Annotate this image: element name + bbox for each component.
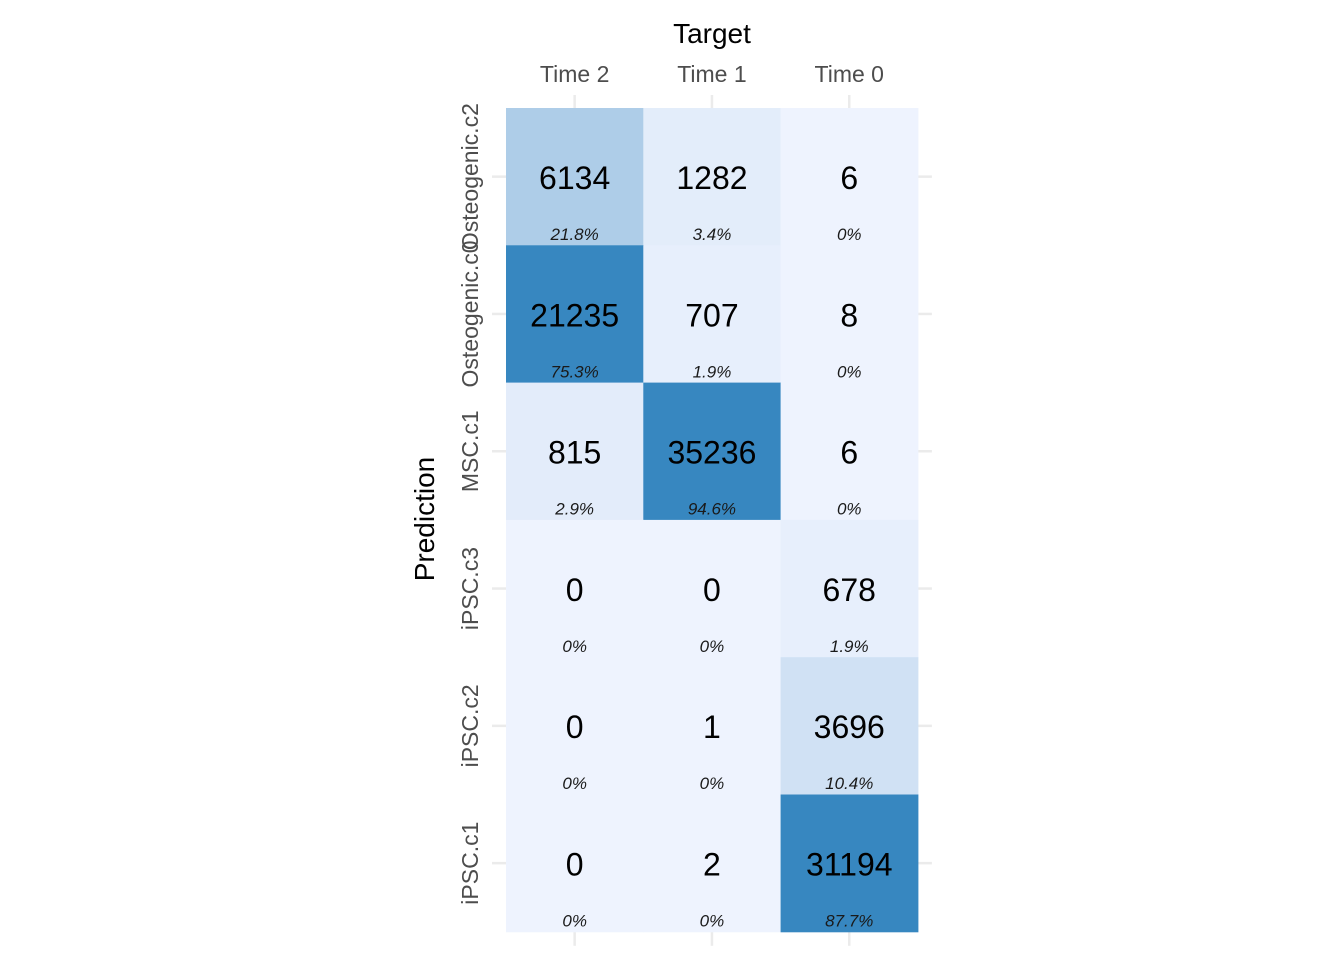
- heatmap-cell: 0 0%: [506, 794, 644, 933]
- y-tick-label: MSC.c1: [457, 410, 483, 492]
- cell-count-label: 31194: [806, 847, 893, 883]
- heatmap-cells: 6134 21.8% 1282 3.4% 6 0% 21235 75.3% 707 1.9% 8 0%…: [506, 108, 919, 933]
- cell-fill: [643, 794, 782, 933]
- heatmap-cell: 2 0%: [643, 794, 782, 933]
- cell-count-label: 707: [685, 297, 738, 333]
- cell-percent-label: 1.9%: [830, 637, 869, 656]
- cell-fill: [780, 108, 919, 246]
- cell-count-label: 0: [566, 847, 584, 883]
- cell-count-label: 1282: [676, 160, 747, 196]
- x-tick-label: Time 2: [540, 61, 609, 87]
- cell-fill: [506, 245, 644, 384]
- cell-fill: [780, 382, 919, 521]
- cell-count-label: 3696: [814, 709, 885, 745]
- heatmap-cell: 21235 75.3%: [506, 245, 644, 384]
- cell-percent-label: 0%: [562, 774, 587, 793]
- cell-count-label: 0: [703, 572, 721, 608]
- cell-percent-label: 21.8%: [550, 225, 599, 244]
- cell-percent-label: 0%: [837, 362, 862, 381]
- x-tick-labels: Time 2 Time 1 Time 0: [540, 61, 884, 87]
- cell-fill: [780, 519, 919, 658]
- cell-count-label: 815: [548, 435, 601, 471]
- y-tick-label: iPSC.c1: [457, 822, 483, 905]
- cell-percent-label: 0%: [837, 225, 862, 244]
- heatmap-cell: 3696 10.4%: [780, 657, 919, 795]
- cell-fill: [643, 108, 782, 246]
- cell-fill: [506, 794, 644, 933]
- cell-percent-label: 0%: [837, 500, 862, 519]
- y-tick-label: iPSC.c3: [457, 547, 483, 630]
- cell-fill: [643, 382, 782, 521]
- cell-percent-label: 2.9%: [554, 500, 594, 519]
- heatmap-cell: 0 0%: [506, 519, 644, 658]
- heatmap-cell: 0 0%: [643, 519, 782, 658]
- cell-count-label: 678: [823, 572, 876, 608]
- heatmap-cell: 6134 21.8%: [506, 108, 644, 246]
- heatmap-cell: 31194 87.7%: [780, 794, 919, 933]
- y-tick-label: Osteogenic.c2: [457, 103, 483, 250]
- cell-percent-label: 0%: [700, 774, 725, 793]
- cell-count-label: 6: [840, 160, 858, 196]
- cell-percent-label: 3.4%: [693, 225, 732, 244]
- cell-percent-label: 0%: [562, 637, 587, 656]
- cell-count-label: 0: [566, 709, 584, 745]
- cell-fill: [643, 245, 782, 384]
- cell-count-label: 21235: [530, 297, 619, 333]
- cell-count-label: 2: [703, 847, 721, 883]
- cell-count-label: 1: [703, 709, 721, 745]
- cell-count-label: 6134: [539, 160, 610, 196]
- y-tick-label: Osteogenic.c0: [457, 240, 483, 387]
- cell-percent-label: 0%: [700, 912, 725, 931]
- cell-fill: [780, 794, 919, 933]
- cell-fill: [643, 657, 782, 795]
- cell-fill: [506, 108, 644, 246]
- cell-count-label: 0: [566, 572, 584, 608]
- cell-percent-label: 75.3%: [551, 362, 599, 381]
- y-tick-label: iPSC.c2: [457, 684, 483, 767]
- cell-fill: [780, 657, 919, 795]
- heatmap-cell: 707 1.9%: [643, 245, 782, 384]
- heatmap-cell: 1282 3.4%: [643, 108, 782, 246]
- cell-count-label: 35236: [667, 435, 756, 471]
- cell-fill: [780, 245, 919, 384]
- cell-fill: [506, 519, 644, 658]
- cell-fill: [643, 519, 782, 658]
- cell-percent-label: 0%: [562, 912, 587, 931]
- cell-percent-label: 1.9%: [693, 362, 732, 381]
- heatmap-cell: 1 0%: [643, 657, 782, 795]
- heatmap-cell: 0 0%: [506, 657, 644, 795]
- grid-ticks: [492, 95, 932, 946]
- heatmap-cell: 8 0%: [780, 245, 919, 384]
- cell-percent-label: 94.6%: [688, 500, 736, 519]
- x-tick-label: Time 1: [677, 61, 746, 87]
- cell-fill: [506, 382, 644, 521]
- cell-percent-label: 10.4%: [825, 774, 873, 793]
- x-axis-title: Target: [673, 18, 751, 49]
- y-axis-title: Prediction: [409, 457, 440, 582]
- cell-count-label: 6: [840, 435, 858, 471]
- heatmap-cell: 6 0%: [780, 108, 919, 246]
- cell-percent-label: 87.7%: [825, 912, 873, 931]
- heatmap-cell: 815 2.9%: [506, 382, 644, 521]
- heatmap-cell: 6 0%: [780, 382, 919, 521]
- cell-count-label: 8: [840, 297, 858, 333]
- x-tick-label: Time 0: [815, 61, 884, 87]
- heatmap-cell: 35236 94.6%: [643, 382, 782, 521]
- cell-fill: [506, 657, 644, 795]
- heatmap-cell: 678 1.9%: [780, 519, 919, 658]
- cell-percent-label: 0%: [700, 637, 725, 656]
